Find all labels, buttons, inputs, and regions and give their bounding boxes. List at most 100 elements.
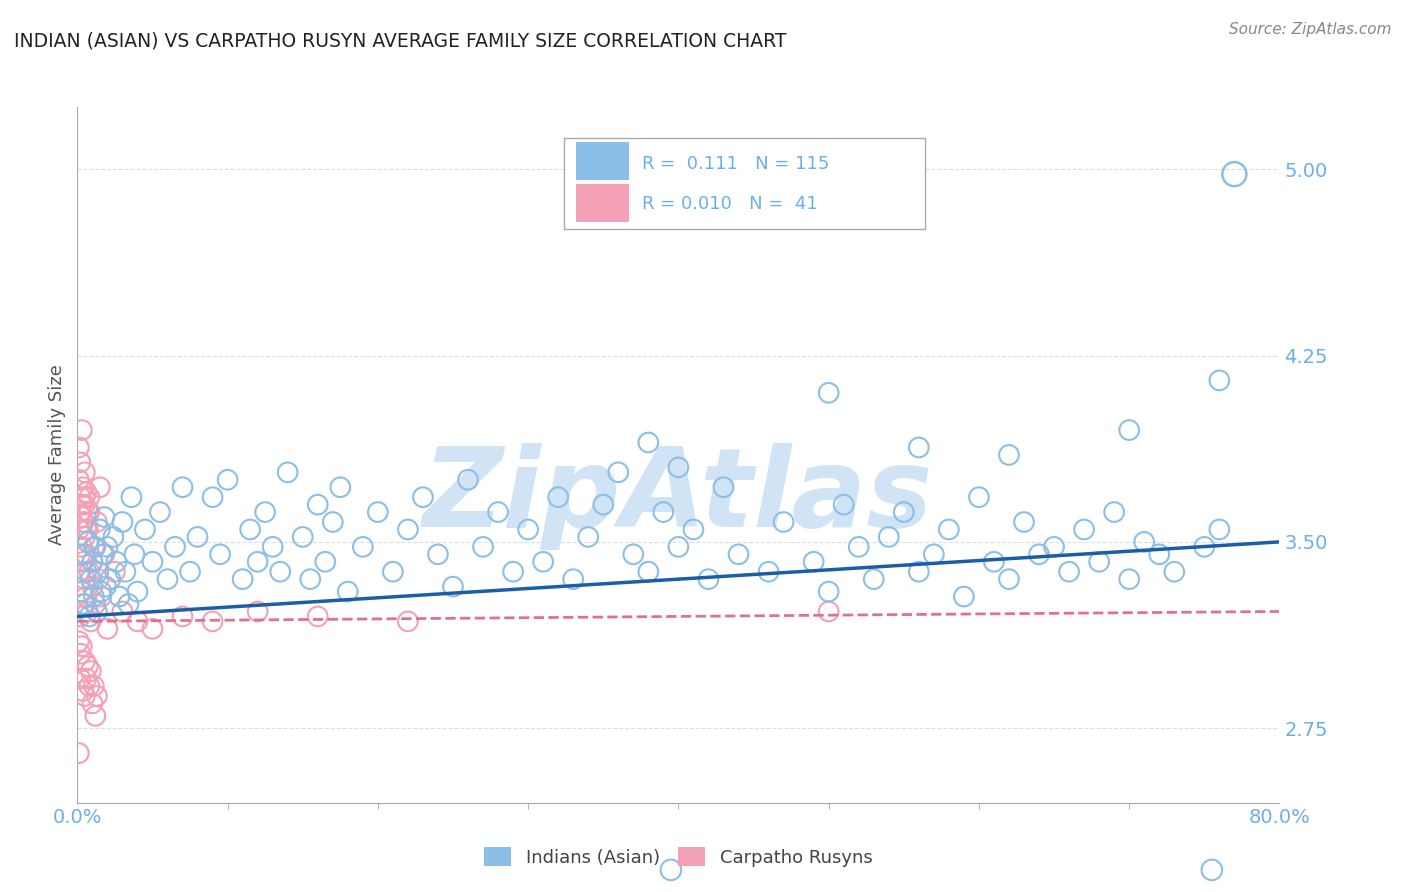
Point	[1073, 523, 1095, 537]
Point	[803, 555, 825, 569]
Point	[108, 590, 131, 604]
Point	[713, 480, 735, 494]
Point	[254, 505, 277, 519]
Point	[111, 515, 134, 529]
Point	[94, 580, 117, 594]
Point	[322, 515, 344, 529]
Point	[163, 540, 186, 554]
Point	[69, 505, 91, 519]
Point	[1118, 572, 1140, 586]
Point	[621, 547, 644, 561]
Point	[336, 584, 359, 599]
Point	[69, 490, 91, 504]
Point	[848, 540, 870, 554]
Point	[817, 584, 839, 599]
Point	[72, 597, 94, 611]
Point	[179, 565, 201, 579]
Point	[396, 615, 419, 629]
Point	[70, 423, 93, 437]
Point	[67, 523, 90, 537]
Point	[70, 584, 93, 599]
Point	[576, 530, 599, 544]
Point	[100, 572, 122, 586]
Point	[1208, 523, 1230, 537]
Legend: Indians (Asian), Carpatho Rusyns: Indians (Asian), Carpatho Rusyns	[477, 840, 880, 874]
Point	[69, 672, 91, 686]
Point	[269, 565, 291, 579]
Point	[998, 448, 1021, 462]
Point	[90, 584, 112, 599]
Point	[156, 572, 179, 586]
Text: R = 0.010   N =  41: R = 0.010 N = 41	[643, 195, 818, 213]
Point	[1208, 373, 1230, 387]
Point	[84, 540, 107, 554]
Point	[1012, 515, 1035, 529]
Text: ZipAtlas: ZipAtlas	[423, 443, 934, 550]
Point	[75, 565, 97, 579]
Point	[70, 510, 93, 524]
Point	[75, 547, 97, 561]
Point	[73, 689, 96, 703]
Point	[547, 490, 569, 504]
Point	[70, 639, 93, 653]
Point	[83, 540, 105, 554]
Point	[314, 555, 336, 569]
Point	[329, 480, 352, 494]
Point	[367, 505, 389, 519]
Point	[201, 490, 224, 504]
Point	[201, 615, 224, 629]
Point	[1057, 565, 1080, 579]
Point	[96, 622, 118, 636]
Point	[1163, 565, 1185, 579]
Point	[149, 505, 172, 519]
Point	[72, 515, 94, 529]
Point	[87, 565, 110, 579]
Point	[83, 590, 105, 604]
Point	[73, 530, 96, 544]
Point	[141, 622, 163, 636]
Point	[75, 590, 97, 604]
Point	[562, 572, 585, 586]
Point	[307, 498, 329, 512]
Point	[67, 634, 90, 648]
Point	[73, 654, 96, 668]
Point	[1118, 423, 1140, 437]
Point	[472, 540, 495, 554]
Point	[87, 572, 110, 586]
Point	[758, 565, 780, 579]
Y-axis label: Average Family Size: Average Family Size	[48, 365, 66, 545]
Point	[1223, 167, 1246, 181]
Point	[76, 605, 98, 619]
Point	[817, 605, 839, 619]
Point	[80, 664, 103, 678]
Point	[682, 523, 704, 537]
Point	[217, 473, 239, 487]
Point	[486, 505, 509, 519]
Point	[893, 505, 915, 519]
Point	[172, 609, 194, 624]
Point	[1088, 555, 1111, 569]
Point	[1201, 863, 1223, 877]
Point	[76, 523, 98, 537]
Point	[396, 523, 419, 537]
Point	[134, 523, 156, 537]
Point	[1043, 540, 1066, 554]
Point	[72, 555, 94, 569]
Point	[697, 572, 720, 586]
Point	[69, 647, 91, 661]
Point	[862, 572, 884, 586]
Point	[277, 466, 299, 480]
Point	[239, 523, 262, 537]
Point	[908, 565, 931, 579]
Point	[117, 597, 139, 611]
Point	[727, 547, 749, 561]
Point	[908, 441, 931, 455]
Point	[1028, 547, 1050, 561]
Point	[983, 555, 1005, 569]
Point	[607, 466, 630, 480]
Point	[79, 609, 101, 624]
Point	[67, 565, 90, 579]
Point	[186, 530, 209, 544]
Point	[967, 490, 990, 504]
Point	[299, 572, 322, 586]
